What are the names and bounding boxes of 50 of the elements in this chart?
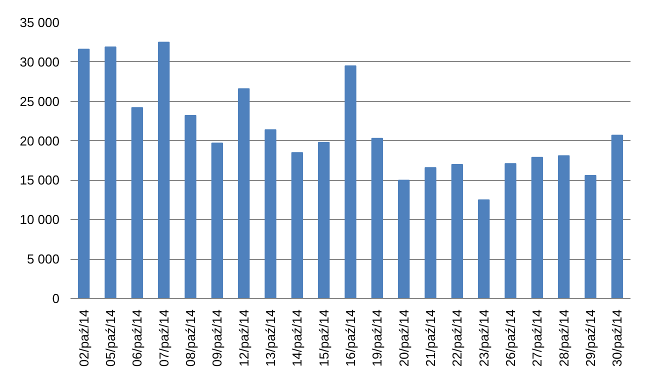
bar <box>238 88 250 298</box>
x-tick-label: 19/paź/14 <box>370 309 385 367</box>
x-tick-label: 20/paź/14 <box>396 309 412 367</box>
bar <box>211 142 223 298</box>
bar <box>131 107 143 298</box>
x-tick-label: 28/paź/14 <box>556 309 572 367</box>
y-tick-label: 30 000 <box>20 54 60 70</box>
x-tick-label: 30/paź/14 <box>610 309 625 367</box>
y-tick-label: 0 <box>52 291 60 306</box>
bar <box>371 138 383 298</box>
bar <box>104 46 116 298</box>
y-tick-label: 5 000 <box>26 252 60 267</box>
x-tick-label: 13/paź/14 <box>263 309 278 367</box>
bar <box>398 180 410 298</box>
bar <box>478 199 490 298</box>
bar <box>584 174 596 298</box>
bar <box>611 134 623 298</box>
bar <box>451 164 463 298</box>
y-tick-label: 25 000 <box>20 94 60 109</box>
bar <box>291 152 303 298</box>
x-tick-label: 07/paź/14 <box>156 309 172 367</box>
x-tick-label: 09/paź/14 <box>210 309 225 367</box>
bar <box>318 142 330 298</box>
x-tick-label: 21/paź/14 <box>423 309 438 367</box>
bar <box>504 163 516 298</box>
x-tick-label: 02/paź/14 <box>76 309 92 367</box>
bar <box>78 48 90 298</box>
bar <box>158 42 170 298</box>
x-tick-label: 26/paź/14 <box>503 309 518 367</box>
x-tick-label: 15/paź/14 <box>316 309 332 367</box>
bar <box>264 129 276 298</box>
bar <box>424 167 436 298</box>
x-tick-label: 16/paź/14 <box>343 309 358 367</box>
x-tick-label: 29/paź/14 <box>583 309 598 367</box>
y-tick-label: 10 000 <box>20 212 60 228</box>
x-tick-label: 27/paź/14 <box>530 309 545 367</box>
y-tick-label: 35 000 <box>20 15 60 30</box>
x-tick-label: 05/paź/14 <box>103 309 118 367</box>
x-tick-label: 23/paź/14 <box>476 309 492 367</box>
bar <box>344 65 356 298</box>
bar <box>558 155 570 298</box>
y-tick-label: 20 000 <box>20 133 60 148</box>
x-tick-label: 08/paź/14 <box>183 309 198 367</box>
x-tick-label: 06/paź/14 <box>130 309 145 367</box>
bar <box>531 156 543 298</box>
y-tick-label: 15 000 <box>20 172 60 188</box>
x-tick-label: 14/paź/14 <box>290 309 305 367</box>
x-tick-label: 12/paź/14 <box>236 309 252 367</box>
x-tick-label: 22/paź/14 <box>450 309 465 367</box>
bar <box>184 115 196 298</box>
